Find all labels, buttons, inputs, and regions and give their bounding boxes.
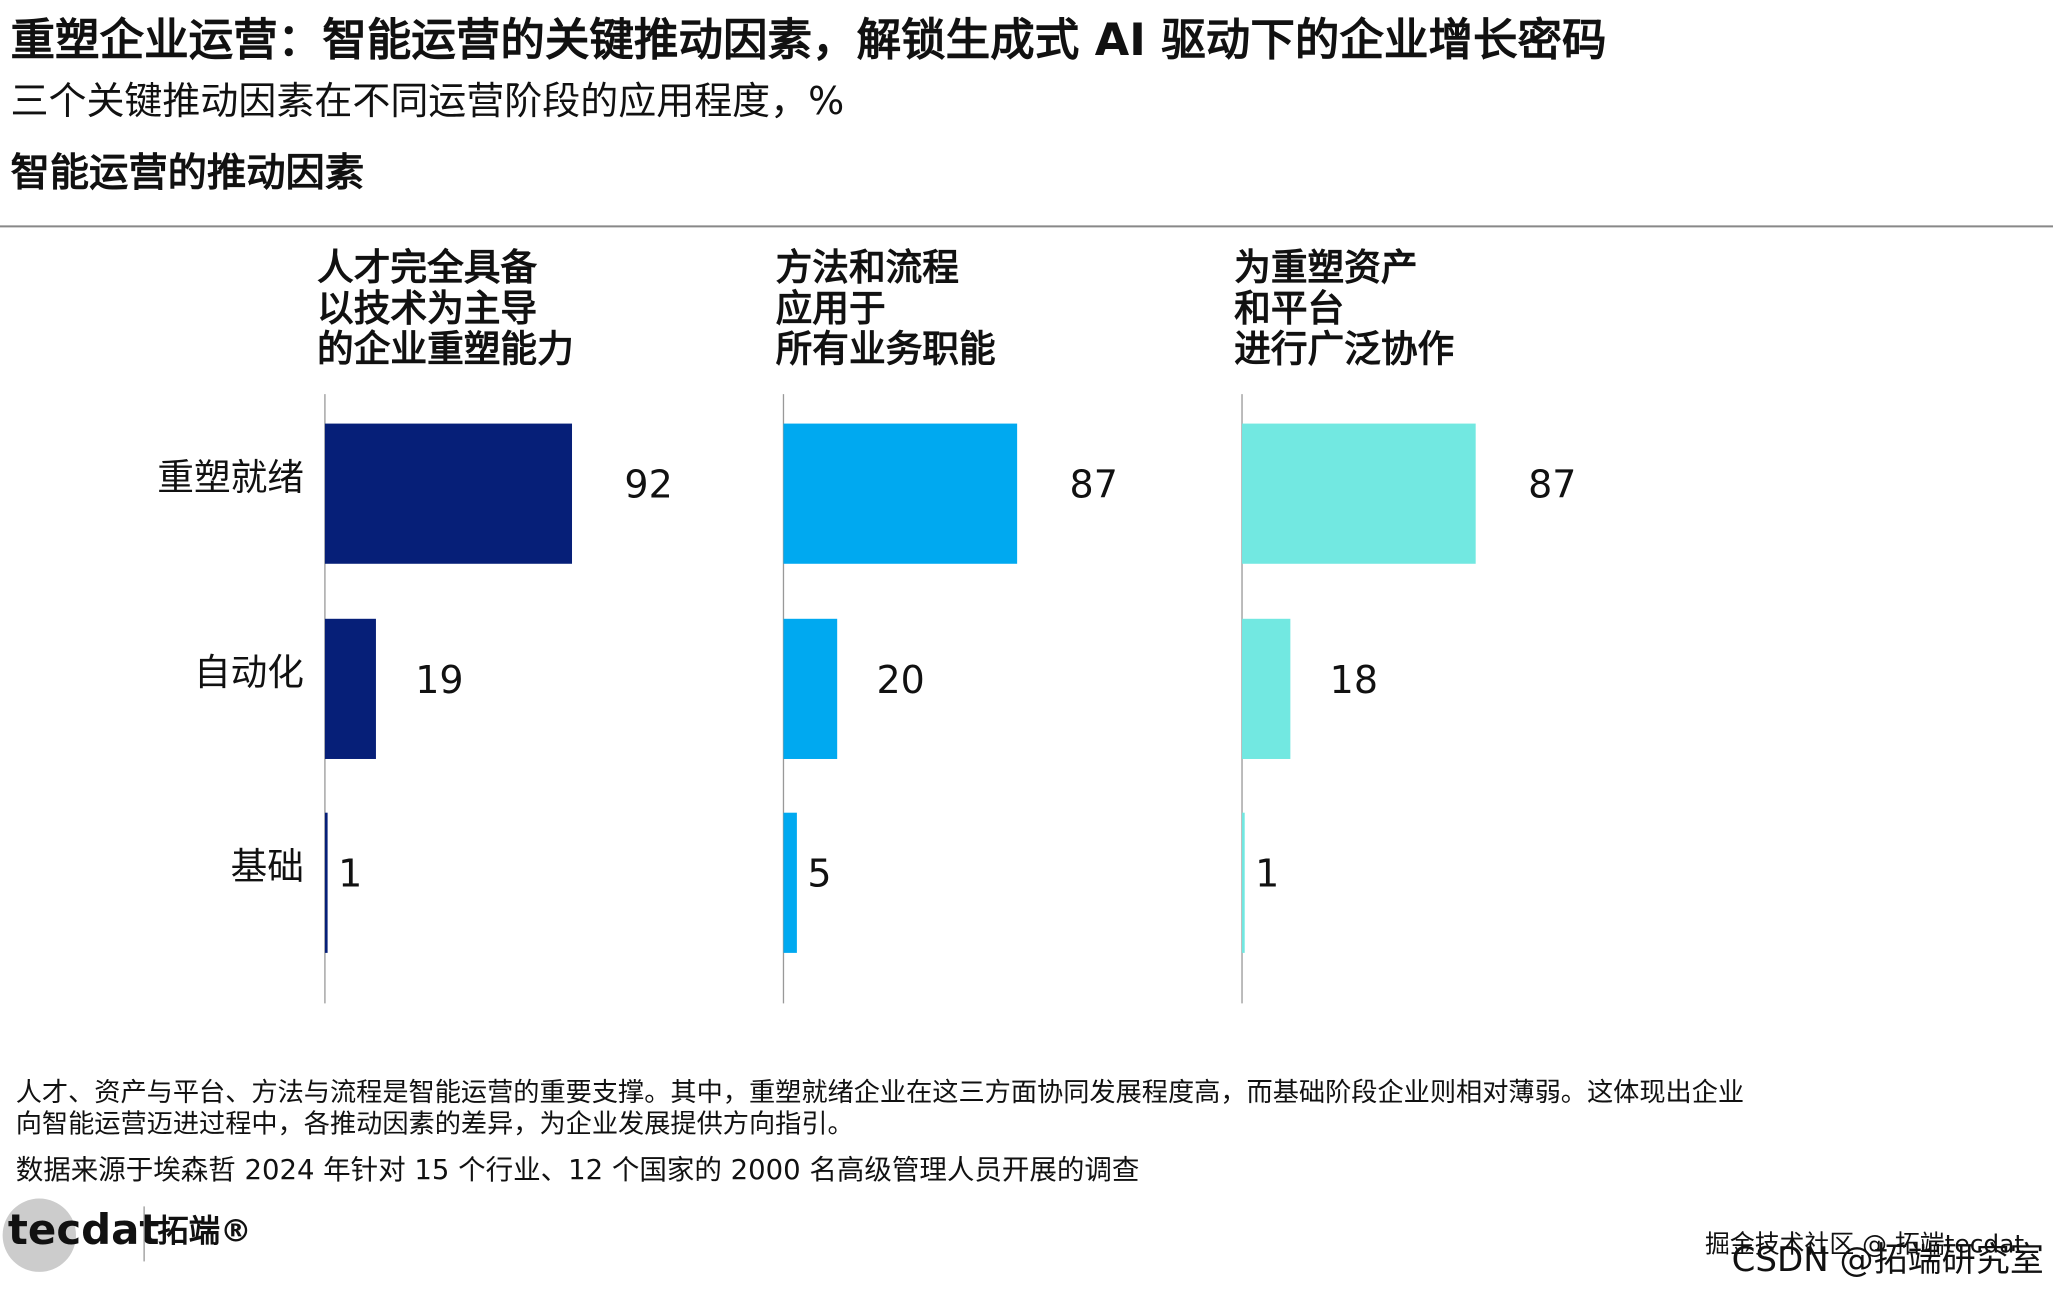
note: 人才、资产与平台、方法与流程是智能运营的重要支撑。其中，重塑就绪企业在这三方面协… [16, 1078, 1744, 1108]
value-label: 1 [338, 852, 362, 896]
bar [1242, 812, 1245, 953]
panel-title: 的企业重塑能力 [317, 327, 574, 370]
panel-title: 进行广泛协作 [1234, 327, 1454, 370]
bar [1242, 618, 1291, 759]
category-label: 基础 [231, 845, 304, 888]
value-label: 92 [624, 463, 672, 507]
panel-title: 和平台 [1234, 287, 1344, 330]
panel-title: 应用于 [776, 287, 886, 330]
value-label: 18 [1330, 658, 1378, 702]
note: 向智能运营迈进过程中，各推动因素的差异，为企业发展提供方向指引。 [16, 1110, 854, 1140]
panel-title: 以技术为主导 [317, 287, 537, 330]
logo: tecdat [8, 1205, 160, 1254]
category-label: 自动化 [194, 651, 304, 694]
panel-title: 为重塑资产 [1234, 246, 1417, 289]
value-label: 19 [415, 658, 463, 702]
section-title: 智能运营的推动因素 [10, 151, 364, 196]
category-label: 重塑就绪 [157, 456, 304, 499]
bar [324, 423, 573, 564]
watermark: CSDN @拓端研究室 [1732, 1240, 2044, 1280]
source: 数据来源于埃森哲 2024 年针对 15 个行业、12 个国家的 2000 名高… [16, 1154, 1140, 1186]
panel-title: 所有业务职能 [776, 327, 996, 370]
logo: 拓端® [157, 1214, 251, 1250]
panel-title: 方法和流程 [776, 246, 959, 289]
value-label: 87 [1070, 463, 1118, 507]
value-label: 1 [1255, 852, 1279, 896]
title: 重塑企业运营：智能运营的关键推动因素，解锁生成式 AI 驱动下的企业增长密码 [10, 14, 1606, 66]
subtitle: 三个关键推动因素在不同运营阶段的应用程度，% [10, 79, 844, 123]
bar [783, 812, 797, 953]
panel-title: 人才完全具备 [317, 246, 537, 289]
watermark: 掘金技术社区 @ 拓端tecdat [1705, 1230, 2024, 1259]
logo-badge [2, 1198, 76, 1272]
value-label: 5 [807, 852, 831, 896]
bar [324, 618, 376, 759]
value-label: 87 [1528, 463, 1576, 507]
bar [783, 618, 838, 759]
value-label: 20 [876, 658, 924, 702]
bar [324, 812, 328, 953]
bar [1242, 423, 1476, 564]
bar [783, 423, 1018, 564]
